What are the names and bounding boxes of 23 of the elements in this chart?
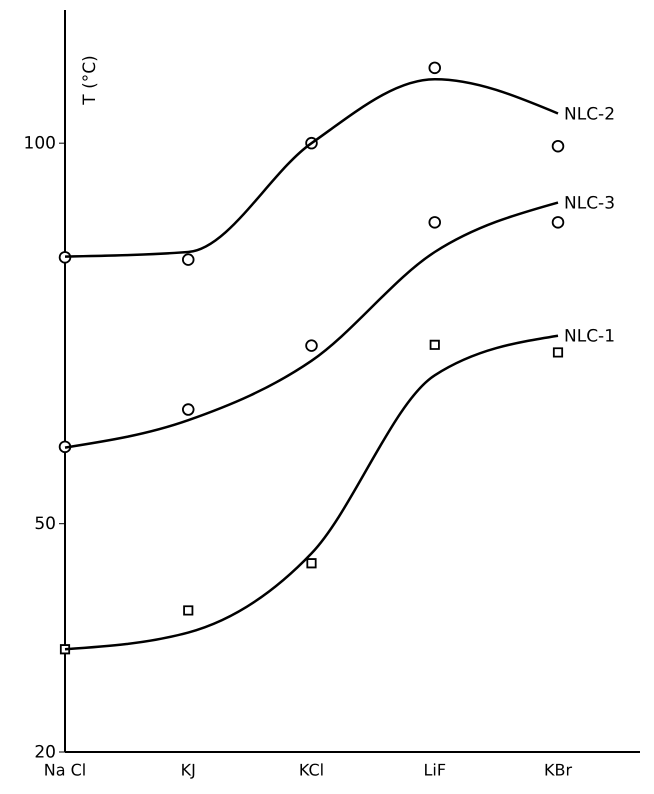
y-tick-label: 100 (24, 134, 56, 154)
point (552, 216, 564, 229)
point (552, 140, 564, 152)
point (305, 339, 318, 352)
x-tick-label: LiF (423, 760, 446, 780)
point (306, 558, 317, 568)
point (182, 403, 194, 416)
point (183, 605, 194, 616)
series-label: NLC-3 (564, 194, 616, 214)
y-tick-label: 20 (34, 742, 56, 762)
point (428, 62, 441, 74)
x-tick-label: KJ (180, 760, 196, 780)
series-label: NLC-1 (564, 326, 616, 347)
series-label: NLC-2 (564, 104, 616, 124)
x-tick-label: KBr (544, 760, 572, 780)
y-tick-label: 50 (34, 514, 56, 534)
point (430, 340, 440, 350)
point (552, 347, 564, 358)
x-tick-label: KCl (298, 760, 324, 780)
x-tick-label: Na Cl (44, 760, 86, 780)
point (428, 216, 441, 229)
point (182, 253, 194, 266)
y-axis-title: T (°C) (80, 55, 100, 106)
